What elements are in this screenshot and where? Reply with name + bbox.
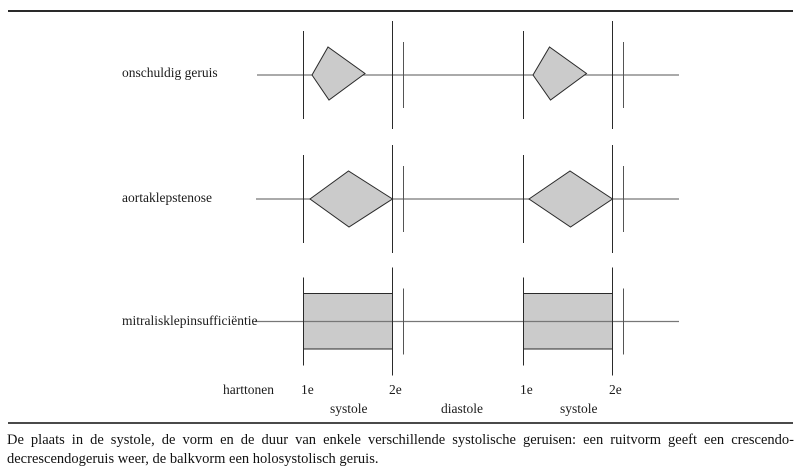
- murmur-diamond-aortaklepstenose-beat1: [309, 170, 394, 228]
- murmur-diamond-aortaklepstenose-beat2: [528, 170, 614, 228]
- row-label-onschuldig-geruis: onschuldig geruis: [122, 65, 218, 80]
- phase-label-diastole: diastole: [441, 401, 483, 416]
- row-label-aortaklepstenose: aortaklepstenose: [122, 190, 212, 205]
- murmur-diamond-onschuldig-beat2: [532, 46, 588, 101]
- harttonen-label: harttonen: [223, 382, 274, 397]
- phase-label-systole-1: systole: [330, 401, 368, 416]
- phase-label-systole-2: systole: [560, 401, 598, 416]
- tick-2e-beat2: 2e: [609, 382, 622, 397]
- murmur-diamond-onschuldig-beat1: [311, 46, 366, 101]
- tick-1e-beat1: 1e: [301, 382, 314, 397]
- tick-1e-beat2: 1e: [520, 382, 533, 397]
- bottom-rule: [8, 422, 793, 424]
- tick-2e-beat1: 2e: [389, 382, 402, 397]
- row-label-mitralisklepinsufficientie: mitralisklepinsufficiëntie: [122, 313, 258, 328]
- top-rule: [8, 10, 793, 12]
- figure-caption-line1: De plaats in de systole, de vorm en de d…: [7, 432, 794, 448]
- figure-caption: De plaats in de systole, de vorm en de d…: [7, 431, 794, 468]
- figure-caption-line2: decrescendogeruis weer, de balkvorm een …: [7, 450, 379, 467]
